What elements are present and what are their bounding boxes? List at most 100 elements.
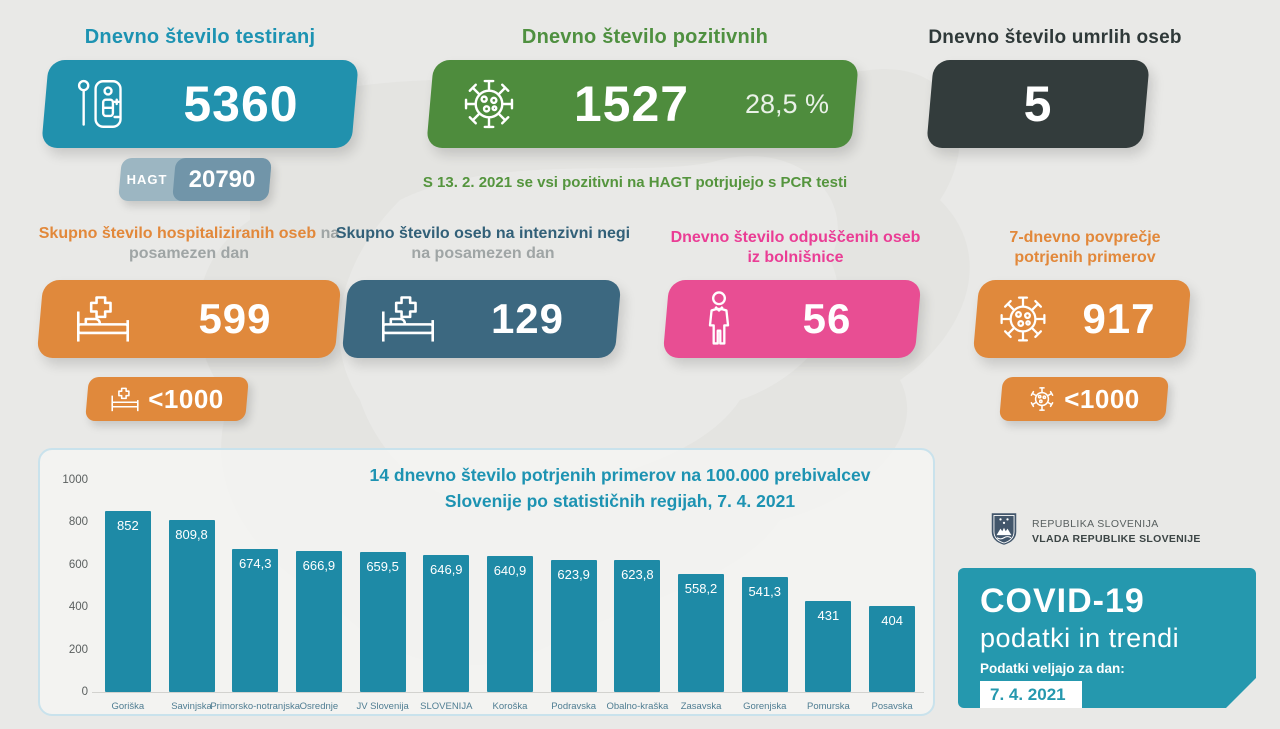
bar-category-label: JV Slovenija — [356, 701, 409, 712]
bar-category-label: Obalno-kraška — [606, 701, 669, 712]
tests-card: 5360 — [41, 60, 359, 148]
icu-title: Skupno število oseb na intenzivni negi n… — [335, 224, 631, 264]
bar-category-label: Primorsko-notranjska — [210, 701, 301, 712]
hagt-badge: HAGT 20790 — [118, 158, 272, 201]
virus-icon — [460, 75, 518, 133]
person-icon — [702, 290, 736, 348]
bar-column: 809,8 Savinjska — [160, 480, 224, 712]
icu-value: 129 — [490, 295, 565, 342]
bar: 674,3 — [232, 549, 279, 692]
bar-value-label: 541,3 — [748, 584, 781, 599]
positives-value: 1527 — [573, 76, 690, 132]
y-axis-tick: 600 — [68, 558, 88, 571]
icu-card: 129 — [341, 280, 622, 358]
slovenia-coat-of-arms-icon — [990, 511, 1018, 552]
bar-column: 404 Posavska — [860, 480, 924, 712]
government-logo: REPUBLIKA SLOVENIJA VLADA REPUBLIKE SLOV… — [990, 511, 1201, 552]
bar-column: 659,5 JV Slovenija — [351, 480, 415, 712]
bar-value-label: 558,2 — [684, 581, 718, 596]
deaths-value: 5 — [1023, 76, 1053, 132]
bar-value-label: 646,9 — [430, 562, 463, 577]
virus-icon — [996, 292, 1050, 346]
hospitalized-title-bold: Skupno število hospitaliziranih oseb — [38, 225, 317, 242]
avg7-title: 7-dnevno povprečje potrjenih primerov — [1009, 229, 1161, 266]
bar-column: 623,8 Obalno-kraška — [606, 480, 670, 712]
bar: 852 — [104, 511, 151, 692]
hospital-bed-icon — [379, 294, 437, 344]
bar: 558,2 — [678, 574, 725, 692]
icu-title-bold: Skupno število oseb na intenzivni negi — [335, 225, 631, 242]
y-axis-tick: 800 — [68, 516, 88, 529]
avg7-limit-badge: <1000 — [999, 377, 1169, 421]
bar-column: 623,9 Podravska — [542, 480, 606, 712]
bar-column: 646,9 SLOVENIJA — [414, 480, 478, 712]
bar-category-label: Zasavska — [680, 701, 722, 712]
hospital-bed-icon — [74, 294, 132, 344]
chart-title: 14 dnevno število potrjenih primerov na … — [340, 462, 900, 514]
deaths-card: 5 — [926, 60, 1150, 148]
chart-title-bold: 14 dnevno število potrjenih primerov — [369, 465, 676, 485]
bar: 623,8 — [614, 560, 661, 692]
bar-value-label: 809,8 — [175, 527, 208, 542]
hospitalized-title: Skupno število hospitaliziranih oseb na … — [33, 224, 345, 264]
bar-value-label: 666,9 — [302, 558, 336, 573]
bar: 646,9 — [423, 555, 470, 692]
avg7-limit-value: <1000 — [1064, 383, 1140, 414]
bar-column: 852 Goriška — [96, 480, 160, 712]
bar: 666,9 — [295, 551, 342, 692]
y-axis-tick: 1000 — [62, 474, 88, 486]
bar: 404 — [869, 606, 916, 692]
tests-value: 5360 — [183, 76, 299, 132]
bar: 640,9 — [486, 556, 533, 692]
avg7-card: 917 — [972, 280, 1192, 358]
hospitalized-value: 599 — [198, 295, 272, 342]
covid-date-badge: 7. 4. 2021 — [980, 681, 1082, 710]
icu-title-rest: na posamezen dan — [411, 245, 555, 262]
bar: 659,5 — [359, 552, 406, 692]
x-axis-line — [92, 692, 924, 693]
bar-value-label: 659,5 — [366, 559, 399, 574]
y-axis-tick: 400 — [68, 601, 88, 614]
y-axis-tick: 0 — [81, 686, 88, 698]
bar-value-label: 404 — [881, 613, 903, 628]
bar-column: 674,3 Primorsko-notranjska — [210, 480, 300, 712]
hagt-badge-value: 20790 — [188, 165, 256, 193]
bar-category-label: Pomurska — [807, 701, 850, 712]
hospitalized-limit-value: <1000 — [148, 383, 224, 414]
pcr-note: S 13. 2. 2021 se vsi pozitivni na HAGT p… — [422, 174, 848, 191]
bar-column: 431 Pomurska — [797, 480, 861, 712]
discharged-title: Dnevno število odpuščenih oseb iz bolniš… — [670, 229, 921, 266]
hospitalized-card: 599 — [36, 280, 342, 358]
bars: 852 Goriška 809,8 Savinjska 674,3 Primorsko-n… — [96, 480, 924, 712]
positives-percent: 28,5 % — [744, 88, 829, 119]
bar-category-label: Goriška — [111, 701, 145, 712]
hospitalized-limit-badge: <1000 — [85, 377, 249, 421]
bar-category-label: Savinjska — [171, 701, 212, 712]
bar-value-label: 623,9 — [557, 567, 590, 582]
virus-icon-small — [1028, 385, 1056, 413]
bar-value-label: 623,8 — [621, 567, 654, 582]
bar-value-label: 640,9 — [493, 563, 527, 578]
hagt-badge-label: HAGT — [126, 172, 168, 187]
y-axis-ticks: 1000 800 600 400 200 0 — [50, 474, 88, 698]
gov-line2: VLADA REPUBLIKE SLOVENIJE — [1032, 533, 1201, 545]
positives-title: Dnevno število pozitivnih — [521, 26, 769, 48]
bar-category-label: Koroška — [492, 701, 528, 712]
discharged-card: 56 — [662, 280, 922, 358]
bar-category-label: Posavska — [871, 701, 913, 712]
bar: 541,3 — [741, 577, 788, 692]
bar-value-label: 852 — [116, 518, 139, 533]
hospitalized-title-rest: na posamezen dan — [128, 225, 340, 262]
antigen-test-icon — [75, 75, 127, 133]
deaths-title: Dnevno število umrlih oseb — [928, 27, 1182, 48]
gov-line1: REPUBLIKA SLOVENIJA — [1032, 518, 1159, 530]
regions-chart-panel: 14 dnevno število potrjenih primerov na … — [38, 448, 935, 716]
avg7-value: 917 — [1082, 295, 1156, 342]
tests-title: Dnevno število testiranj — [84, 26, 316, 48]
positives-card: 1527 28,5 % — [426, 60, 859, 148]
bar: 431 — [805, 601, 852, 692]
bar: 623,9 — [550, 560, 597, 692]
bar-category-label: Gorenjska — [743, 701, 787, 712]
hospital-bed-icon-small — [110, 386, 140, 413]
